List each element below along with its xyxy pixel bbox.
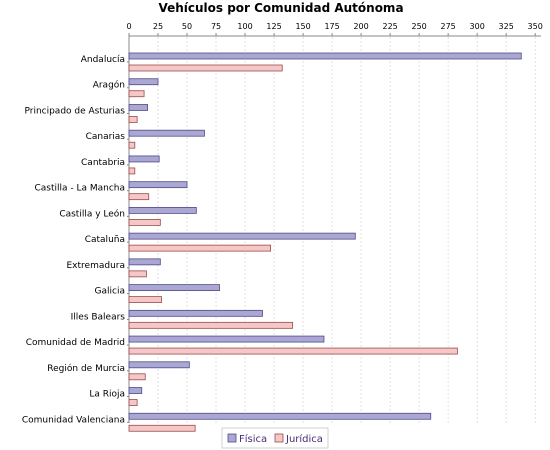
category-label: Cataluña [85,235,125,245]
x-tick-label: 225 [382,22,397,31]
x-tick-label: 325 [499,22,514,31]
bar-juridica [128,244,271,252]
chart-title: Vehículos por Comunidad Autónoma [158,1,403,15]
x-tick-label: 275 [441,22,456,31]
bar-juridica [128,193,150,201]
legend-label-fisica: Física [239,433,267,445]
bar-juridica [128,141,136,149]
legend-swatch-fisica [227,433,237,443]
bar-fisica [128,361,190,369]
bar-fisica [128,309,263,317]
category-label: Galicia [95,287,125,297]
bar-fisica [128,129,205,137]
category-label: Cantabria [81,158,125,168]
bar-juridica [128,116,138,123]
x-tick-label: 150 [295,22,310,31]
x-tick-label: 300 [470,22,485,31]
category-label: Extremadura [67,261,126,271]
legend-label-juridica: Jurídica [285,433,323,445]
bar-fisica [128,284,220,292]
x-tick-label: 100 [237,22,252,31]
bar-fisica [128,52,522,60]
bar-juridica [128,424,196,432]
bar-juridica [128,296,162,304]
bar-fisica [128,232,356,240]
bar-juridica [128,373,146,381]
bars-layer [128,52,522,432]
bar-juridica [128,270,147,278]
category-label: Canarias [86,132,126,142]
category-label: Castilla - La Mancha [34,184,125,194]
legend: Física Jurídica [221,427,329,449]
category-label: Región de Murcia [47,363,125,374]
bar-fisica [128,181,188,189]
category-label: Castilla y León [59,208,125,219]
bar-juridica [128,321,294,329]
category-label: Comunidad de Madrid [26,338,125,348]
grid-layer [157,37,536,423]
category-label: Aragón [93,80,125,91]
x-tick-label: 0 [126,22,131,31]
bar-fisica [128,387,143,394]
category-label: La Rioja [89,390,125,400]
bar-juridica [128,399,138,406]
x-tick-label: 175 [324,22,339,31]
bar-juridica [128,347,458,355]
category-label: Illes Balears [71,312,126,322]
x-tick-label: 75 [211,22,221,31]
x-tick-label: 125 [266,22,281,31]
bar-juridica [128,64,283,72]
bar-juridica [128,167,136,175]
labels-layer: Andalucía Aragón Principado de Asturias Can… [22,55,125,425]
x-tick-label: 25 [153,22,163,31]
bar-fisica [128,412,432,420]
x-tick-label: 350 [528,22,543,31]
category-label: Principado de Asturias [24,106,125,116]
bar-juridica [128,218,161,226]
bar-juridica [128,90,145,98]
bar-fisica [128,335,325,343]
category-label: Andalucía [81,55,125,65]
x-tick-label: 250 [412,22,427,31]
x-tick-label: 200 [353,22,368,31]
bar-fisica [128,258,161,266]
axis-layer: 0 25 50 75 100 125 150 175 200 225 250 275 300 325 350 [126,22,543,423]
bar-fisica [128,104,148,111]
legend-swatch-juridica [274,433,284,443]
bar-fisica [128,155,160,163]
x-tick-label: 50 [182,22,192,31]
bar-fisica [128,78,159,86]
bar-fisica [128,206,197,214]
category-label: Comunidad Valenciana [22,415,125,425]
